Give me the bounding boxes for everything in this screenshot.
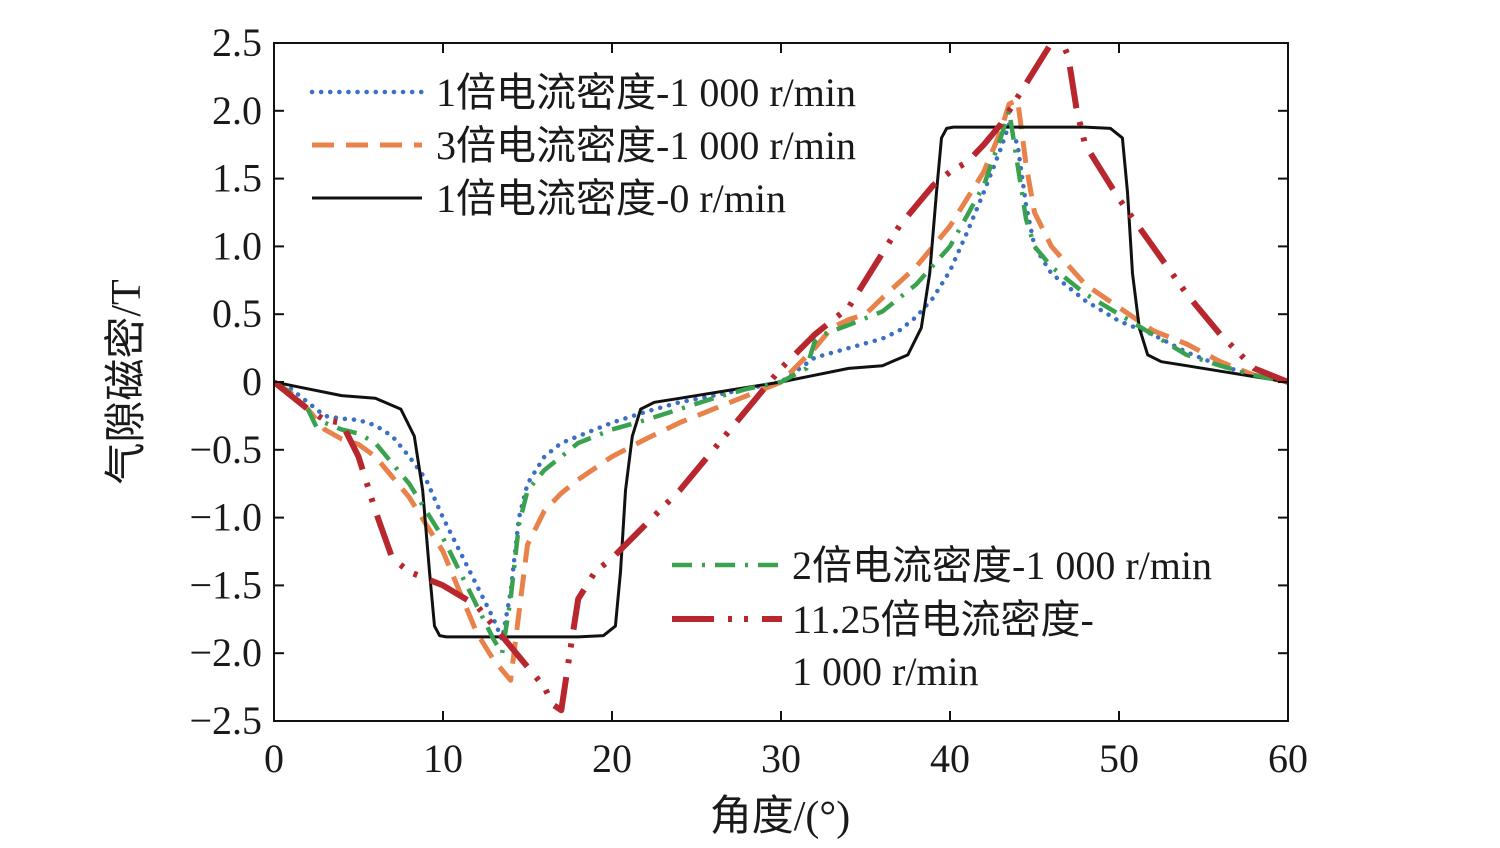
legend-lower: 2倍电流密度-1 000 r/min 11.25倍电流密度- 1 000 r/min [672, 543, 1212, 694]
legend-label: 3倍电流密度-1 000 r/min [436, 123, 856, 168]
legend-label: 1倍电流密度-0 r/min [436, 176, 786, 221]
series-layer [274, 43, 1288, 714]
x-tick-label: 30 [761, 736, 801, 781]
y-tick-label: 1.0 [212, 223, 262, 268]
y-tick-label: 2.0 [212, 88, 262, 133]
y-tick-label: 0 [242, 359, 262, 404]
legend-label: 1 000 r/min [792, 649, 979, 694]
y-tick-label: 2.5 [212, 20, 262, 65]
x-tick-label: 50 [1099, 736, 1139, 781]
series-line-2 [274, 97, 1288, 683]
series-line-5 [274, 43, 1288, 714]
y-tick-label: 1.5 [212, 156, 262, 201]
legend-label: 11.25倍电流密度- [792, 597, 1094, 642]
x-axis-label: 角度/(°) [710, 794, 850, 840]
y-tick-label: −1.0 [189, 495, 262, 540]
series-line-1 [274, 122, 1288, 642]
y-tick-label: −2.5 [189, 698, 262, 743]
y-axis-label: 气隙磁密/T [103, 279, 150, 484]
x-tick-label: 0 [264, 736, 284, 781]
legend-upper: 1倍电流密度-1 000 r/min 3倍电流密度-1 000 r/min 1倍电流… [309, 70, 856, 221]
legend-label: 2倍电流密度-1 000 r/min [792, 543, 1212, 588]
x-tick-label: 40 [930, 736, 970, 781]
y-tick-label: −0.5 [189, 427, 262, 472]
x-tick-label: 60 [1268, 736, 1308, 781]
x-tick-label: 10 [423, 736, 463, 781]
legend-label: 1倍电流密度-1 000 r/min [436, 70, 856, 115]
x-tick-label: 20 [592, 736, 632, 781]
y-tick-label: −1.5 [189, 562, 262, 607]
y-tick-label: 0.5 [212, 291, 262, 336]
y-tick-label: −2.0 [189, 630, 262, 675]
y-axis: 2.5 2.0 1.5 1.0 0.5 0 −0.5 −1.0 −1.5 −2.0 −2.5 [189, 20, 1288, 743]
x-axis: 0 10 20 30 40 50 60 [264, 43, 1308, 781]
